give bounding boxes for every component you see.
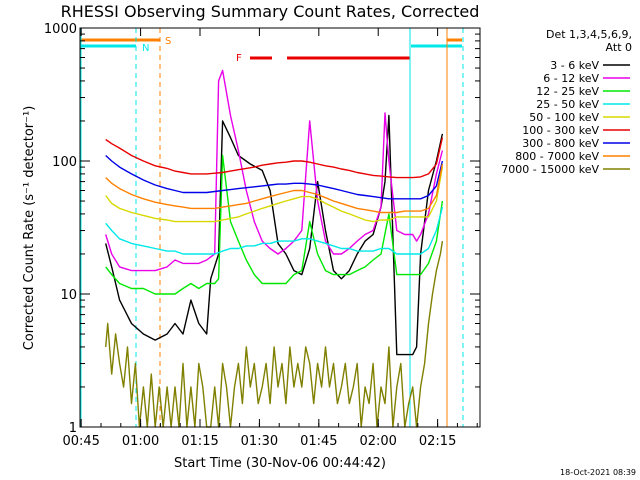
x-tick-label-3: 01:30 bbox=[241, 434, 278, 449]
legend-label-2: 12 - 25 keV bbox=[536, 85, 599, 98]
legend-label-0: 3 - 6 keV bbox=[550, 59, 599, 72]
x-tick-label-1: 01:00 bbox=[122, 434, 159, 449]
y-tick-label-3: 1000 bbox=[44, 22, 77, 37]
legend-label-8: 7000 - 15000 keV bbox=[501, 163, 599, 176]
vertical-markers bbox=[80, 28, 464, 427]
x-axis: 00:45 01:00 01:15 01:30 01:45 02:00 02:15 bbox=[62, 28, 478, 449]
legend-label-5: 100 - 300 keV bbox=[522, 124, 599, 137]
y-tick-label-1: 10 bbox=[60, 288, 77, 303]
legend-label-1: 6 - 12 keV bbox=[543, 72, 599, 85]
legend-header-1: Det 1,3,4,5,6,9, bbox=[546, 28, 632, 41]
x-axis-label: Start Time (30-Nov-06 00:44:42) bbox=[174, 456, 386, 471]
x-tick-label-2: 01:15 bbox=[181, 434, 218, 449]
flag-bars: S N F bbox=[80, 36, 462, 64]
y-tick-label-0: 1 bbox=[69, 421, 77, 436]
series-line-8 bbox=[105, 240, 444, 428]
chart-title: RHESSI Observing Summary Count Rates, Co… bbox=[61, 2, 480, 21]
legend-label-3: 25 - 50 keV bbox=[536, 98, 599, 111]
legend-label-4: 50 - 100 keV bbox=[529, 111, 599, 124]
saa-flag-label: S bbox=[165, 36, 171, 47]
series-line-5 bbox=[105, 137, 444, 179]
x-tick-label-6: 02:15 bbox=[419, 434, 456, 449]
series-line-1 bbox=[105, 69, 444, 272]
plot-frame bbox=[79, 27, 481, 428]
y-tick-label-2: 100 bbox=[52, 155, 77, 170]
x-tick-label-0: 00:45 bbox=[62, 434, 99, 449]
series-line-7 bbox=[105, 163, 444, 214]
legend-header-2: Att 0 bbox=[606, 41, 632, 54]
series-line-6 bbox=[105, 154, 444, 200]
series-line-0 bbox=[105, 114, 444, 356]
y-axis-label: Corrected Count Rate (s⁻¹ detector⁻¹) bbox=[22, 106, 37, 351]
series-line-3 bbox=[105, 206, 444, 255]
x-tick-label-5: 02:00 bbox=[359, 434, 396, 449]
night-flag-label: N bbox=[142, 43, 149, 54]
legend-label-7: 800 - 7000 keV bbox=[515, 150, 599, 163]
series-line-2 bbox=[105, 154, 444, 295]
generation-timestamp: 18-Oct-2021 08:39 bbox=[560, 468, 636, 477]
x-tick-label-4: 01:45 bbox=[300, 434, 337, 449]
flare-flag-label: F bbox=[236, 53, 242, 64]
y-axis: 1 10 100 1000 bbox=[44, 22, 480, 436]
series-layer bbox=[105, 69, 444, 428]
legend-label-6: 300 - 800 keV bbox=[522, 137, 599, 150]
series-line-4 bbox=[105, 166, 444, 223]
